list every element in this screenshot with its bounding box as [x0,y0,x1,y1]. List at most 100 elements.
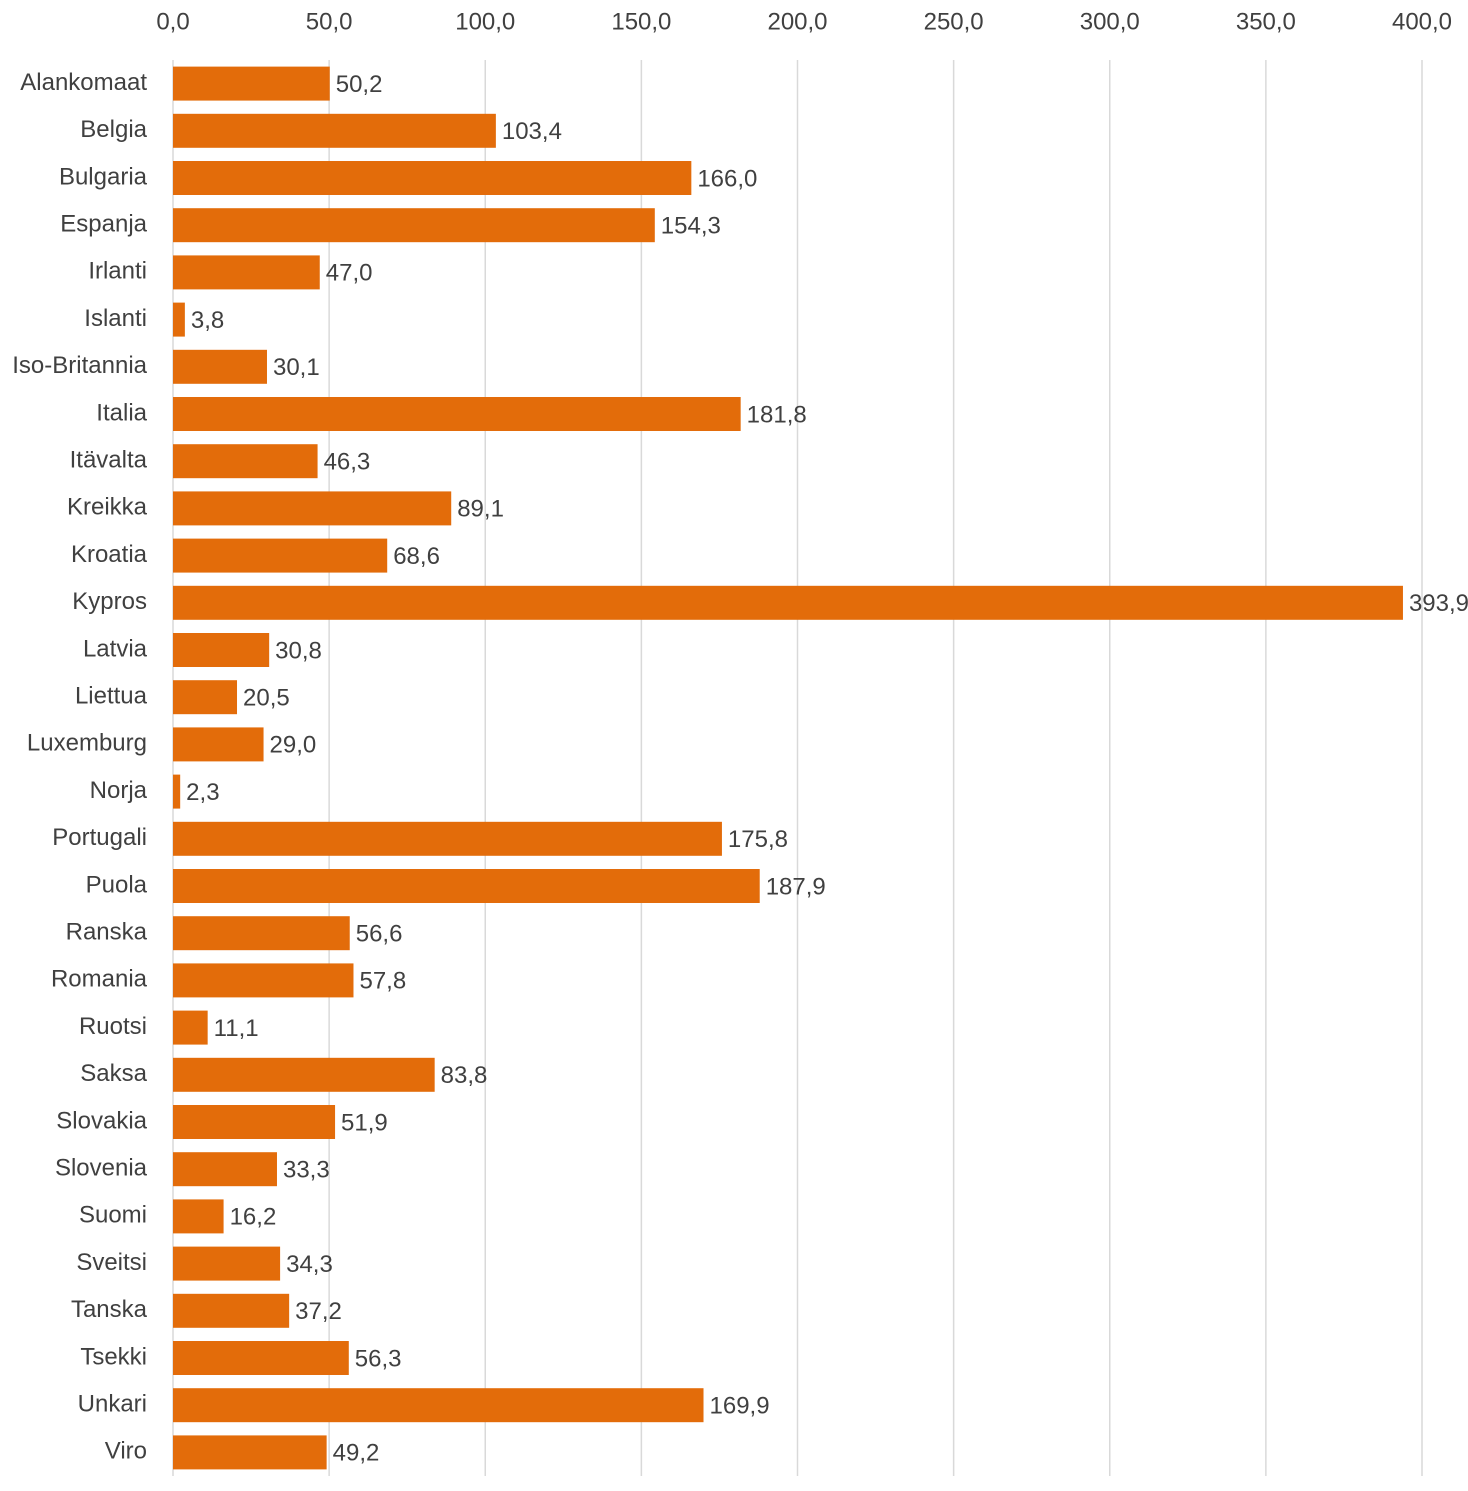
category-label: Suomi [79,1202,147,1229]
x-tick-label: 300,0 [1080,8,1140,35]
bar [173,444,318,479]
x-tick-label: 150,0 [611,8,671,35]
bar [173,1010,208,1045]
x-tick-label: 100,0 [455,8,515,35]
category-label: Kypros [72,588,147,615]
data-label: 11,1 [214,1015,259,1042]
bar [173,255,320,290]
data-label: 51,9 [341,1109,388,1136]
gridlines [172,60,1423,1476]
data-label: 103,4 [502,118,562,145]
x-axis-tick-labels: 0,0 50,0 100,0 150,0 200,0 250,0 300,0 350,0 400… [156,8,1452,35]
bar [173,1105,336,1139]
category-label: Belgia [80,116,147,143]
bar [173,1293,290,1328]
data-label: 30,8 [275,637,322,664]
category-label: Liettua [75,683,148,710]
category-label: Islanti [84,305,147,332]
data-label: 34,3 [286,1251,333,1278]
category-label: Irlanti [88,258,147,285]
x-tick-label: 0,0 [156,8,189,35]
category-label: Kreikka [67,494,148,521]
category-label: Itävalta [70,447,148,474]
category-labels: Alankomaat Belgia Bulgaria Espanja Irlanti Is… [12,69,147,1465]
bar [173,161,692,195]
data-label: 175,8 [728,826,788,853]
bar [173,727,264,762]
data-label: 37,2 [295,1298,342,1325]
bar [173,916,350,951]
data-label: 2,3 [186,779,219,806]
data-label: 57,8 [359,968,406,995]
x-tick-label: 400,0 [1392,8,1452,35]
bar [173,208,655,243]
data-label: 89,1 [457,496,504,523]
bar [173,963,354,998]
category-label: Ruotsi [79,1013,147,1040]
category-label: Kroatia [71,541,148,568]
data-label: 56,6 [356,921,403,948]
bars [173,66,1403,1470]
bar [173,680,238,715]
data-label: 3,8 [191,307,224,334]
data-label: 83,8 [441,1062,488,1089]
bar [173,491,452,526]
bar [173,633,270,667]
category-label: Alankomaat [20,69,147,96]
bar [173,869,760,903]
data-label: 20,5 [243,685,290,712]
category-label: Tsekki [80,1343,147,1370]
category-label: Luxemburg [27,730,147,757]
category-label: Portugali [52,824,147,851]
category-label: Sveitsi [76,1249,147,1276]
bar [173,397,741,431]
bar [173,66,330,101]
category-label: Viro [105,1438,147,1465]
data-label: 49,2 [333,1440,380,1467]
bar [173,1152,277,1187]
category-label: Norja [90,777,148,804]
x-tick-label: 50,0 [306,8,353,35]
data-label: 29,0 [270,732,317,759]
data-label: 30,1 [273,354,320,381]
bar [173,821,722,856]
data-label: 181,8 [747,401,807,428]
category-label: Puola [86,871,148,898]
data-label: 187,9 [766,873,826,900]
category-label: Slovakia [56,1107,147,1134]
data-label: 169,9 [710,1393,770,1420]
category-label: Ranska [66,919,148,946]
data-label: 166,0 [697,165,757,192]
category-label: Slovenia [55,1155,148,1182]
bar [173,113,496,148]
category-label: Unkari [78,1391,147,1418]
x-tick-label: 250,0 [924,8,984,35]
category-label: Iso-Britannia [12,352,147,379]
bar [173,1057,435,1092]
data-label: 56,3 [355,1345,402,1372]
value-labels: 50,2 103,4 166,0 154,3 47,0 3,8 30,1 181,8 46,3 8… [186,71,1468,1467]
data-label: 16,2 [230,1204,277,1231]
x-tick-label: 350,0 [1236,8,1296,35]
category-label: Espanja [60,211,147,238]
data-label: 46,3 [324,449,371,476]
data-label: 50,2 [336,71,383,98]
bar [173,538,388,573]
category-label: Latvia [83,635,148,662]
bar [173,585,1403,620]
data-label: 393,9 [1409,590,1468,617]
data-label: 154,3 [661,213,721,240]
category-label: Romania [51,966,148,993]
data-label: 33,3 [283,1157,330,1184]
bar [173,349,267,384]
bar [173,1341,349,1375]
category-label: Saksa [80,1060,147,1087]
data-label: 68,6 [393,543,440,570]
category-label: Italia [96,399,147,426]
bar [173,774,181,809]
category-label: Tanska [71,1296,148,1323]
bar [173,1435,327,1470]
x-tick-label: 200,0 [767,8,827,35]
bar [173,1199,224,1234]
